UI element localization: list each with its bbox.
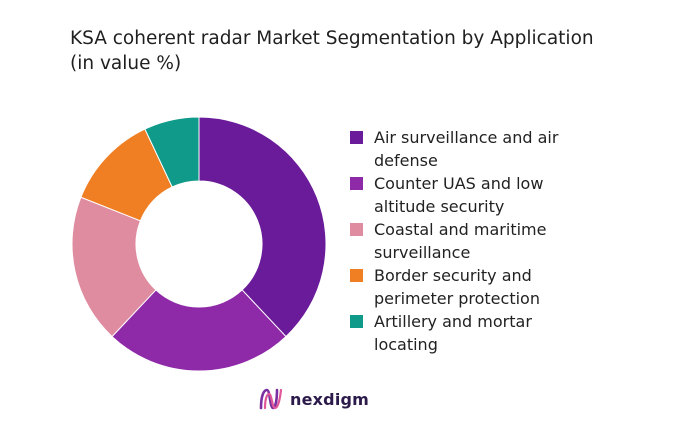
nexdigm-logo-icon [259, 388, 283, 410]
legend-label-line-2: perimeter protection [374, 289, 540, 308]
donut-slice-counter-uas [111, 289, 287, 372]
legend-item-coastal-maritime: Coastal and maritime surveillance [348, 218, 668, 264]
legend-label-line-2: defense [374, 151, 438, 170]
chart-legend: Air surveillance and air defense Counter… [348, 126, 668, 356]
legend-swatch-artillery-mortar [350, 315, 363, 328]
legend-swatch-coastal-maritime [350, 223, 363, 236]
legend-swatch-air-surveillance [350, 131, 363, 144]
legend-swatch-counter-uas [350, 177, 363, 190]
legend-label-line-1: Air surveillance and air [374, 128, 559, 147]
chart-title-line-2: (in value %) [70, 53, 182, 74]
legend-swatch-border-security [350, 269, 363, 282]
chart-title: KSA coherent radar Market Segmentation b… [70, 26, 670, 76]
brand-logo: nexdigm [258, 386, 369, 412]
brand-name: nexdigm [290, 389, 370, 409]
legend-item-counter-uas: Counter UAS and low altitude security [348, 172, 668, 218]
legend-item-border-security: Border security and perimeter protection [348, 264, 668, 310]
donut-slice-air-surveillance [198, 116, 327, 338]
legend-label-line-1: Counter UAS and low [374, 174, 544, 193]
donut-slice-artillery-mortar [144, 116, 200, 188]
legend-label-line-1: Artillery and mortar [374, 312, 532, 331]
chart-title-line-1: KSA coherent radar Market Segmentation b… [70, 28, 594, 49]
legend-item-air-surveillance: Air surveillance and air defense [348, 126, 668, 172]
legend-label-line-1: Border security and [374, 266, 532, 285]
legend-item-artillery-mortar: Artillery and mortar locating [348, 310, 668, 356]
legend-label-line-2: locating [374, 335, 438, 354]
legend-label-line-2: altitude security [374, 197, 505, 216]
legend-label-line-1: Coastal and maritime [374, 220, 547, 239]
donut-slice-coastal-maritime [71, 196, 157, 338]
legend-label-line-2: surveillance [374, 243, 471, 262]
